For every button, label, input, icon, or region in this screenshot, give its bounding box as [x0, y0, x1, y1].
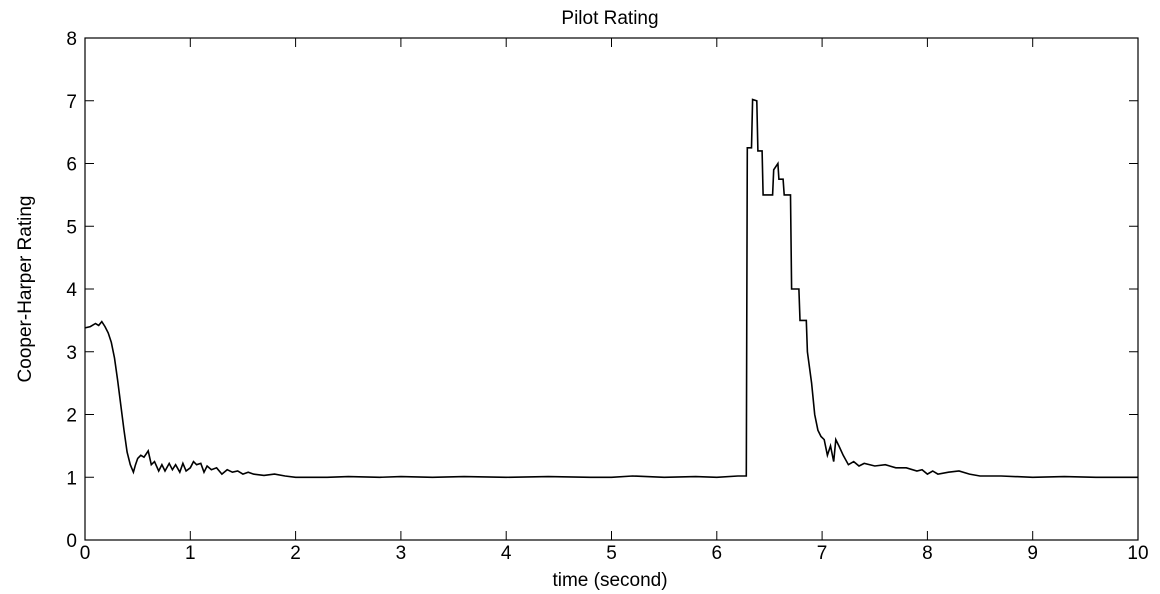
plot-frame	[84, 37, 1139, 541]
x-tick-label: 8	[922, 543, 933, 564]
y-tick-label: 2	[66, 406, 77, 427]
x-tick-label: 5	[606, 543, 617, 564]
x-tick-label: 4	[501, 543, 512, 564]
y-tick-label: 4	[66, 280, 77, 301]
y-tick-label: 1	[66, 468, 77, 489]
x-tick-label: 9	[1027, 543, 1038, 564]
x-tick-label: 2	[290, 543, 301, 564]
y-tick-label: 5	[66, 217, 77, 238]
y-axis-title: Cooper-Harper Rating	[15, 196, 36, 383]
y-tick-label: 7	[66, 92, 77, 113]
y-tick-label: 8	[66, 29, 77, 50]
y-tick-label: 3	[66, 343, 77, 364]
y-tick-label: 0	[66, 531, 77, 552]
chart-title: Pilot Rating	[561, 8, 658, 29]
x-tick-label: 7	[817, 543, 828, 564]
y-tick-label: 6	[66, 155, 77, 176]
x-axis-title: time (second)	[552, 570, 667, 591]
axis-ticks	[84, 37, 1139, 541]
x-tick-label: 1	[185, 543, 196, 564]
x-tick-label: 10	[1127, 543, 1148, 564]
y-tick-labels: 0 1 2 3 4 5 6 7 8	[66, 29, 77, 552]
x-tick-label: 0	[80, 543, 91, 564]
x-tick-labels: 0 1 2 3 4 5 6 7 8 9 10	[80, 543, 1149, 564]
x-tick-label: 3	[396, 543, 407, 564]
rating-series-line	[84, 98, 1138, 479]
x-tick-label: 6	[712, 543, 723, 564]
